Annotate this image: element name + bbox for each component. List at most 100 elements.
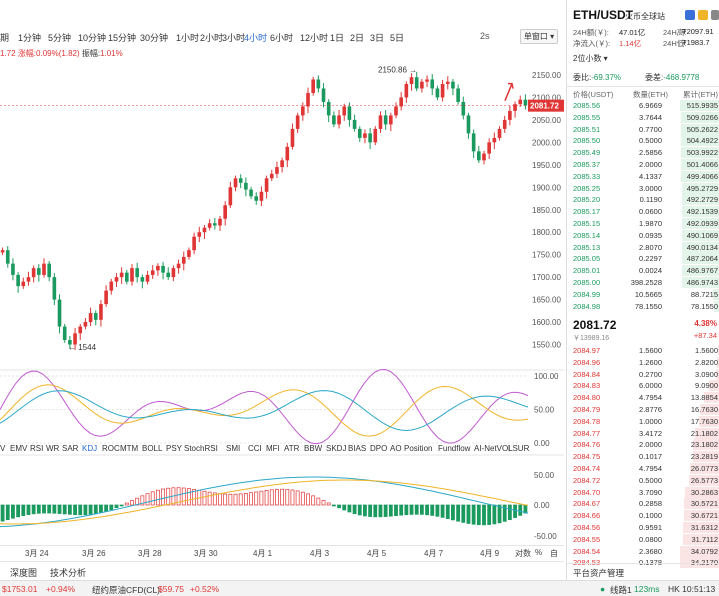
ask-row[interactable]: 2085.56 6.9669 515.9935: [567, 100, 719, 111]
ask-row[interactable]: 2085.51 0.7700 505.2622: [567, 123, 719, 135]
candle-body[interactable]: [125, 272, 129, 282]
candle-body[interactable]: [238, 178, 243, 183]
candle-body[interactable]: [150, 270, 155, 275]
candle-body[interactable]: [5, 250, 10, 264]
tab-depth-chart[interactable]: 深度图: [10, 568, 38, 578]
candle-body[interactable]: [192, 236, 196, 251]
tab-technical-analysis[interactable]: 技术分析: [50, 568, 87, 578]
candle-body[interactable]: [430, 79, 435, 89]
candle-body[interactable]: [140, 277, 145, 282]
timeframe-0[interactable]: 期: [0, 33, 10, 43]
candle-body[interactable]: [275, 167, 279, 174]
candle-body[interactable]: [357, 128, 362, 138]
bid-row[interactable]: 2084.76 2.0000 23.1802: [567, 439, 719, 451]
candle-body[interactable]: [326, 101, 331, 116]
candle-body[interactable]: [497, 128, 502, 138]
candle-body[interactable]: [445, 81, 450, 84]
candle-body[interactable]: [88, 313, 93, 323]
indicator-tab-stochrsi[interactable]: StochRSI: [184, 444, 218, 453]
bid-row[interactable]: 2084.83 6.0000 9.0900: [567, 380, 719, 392]
candle-body[interactable]: [213, 223, 217, 226]
bid-row[interactable]: 2084.74 4.7954 26.0773: [567, 463, 719, 474]
candle-body[interactable]: [26, 277, 31, 282]
candle-body[interactable]: [93, 313, 98, 320]
candle-body[interactable]: [109, 281, 114, 291]
timeframe-4[interactable]: 15分钟: [108, 33, 137, 43]
candle-body[interactable]: [259, 191, 264, 201]
bid-row[interactable]: 2084.75 0.1017 23.2819: [567, 451, 719, 463]
share-icon[interactable]: [685, 10, 695, 20]
candle-body[interactable]: [332, 115, 336, 125]
decimal-mode-select[interactable]: 2位小数 ▾: [573, 54, 608, 63]
ask-row[interactable]: 2085.13 2.8070 490.0134: [567, 241, 719, 253]
indicator-tab-bbw[interactable]: BBW: [304, 444, 323, 453]
ask-row[interactable]: 2085.05 0.2297 487.2064: [567, 253, 719, 265]
candle-body[interactable]: [11, 263, 15, 275]
bid-row[interactable]: 2084.79 2.8776 16.7630: [567, 404, 719, 415]
ask-row[interactable]: 2085.15 1.9870 492.0939: [567, 218, 719, 229]
candle-body[interactable]: [363, 133, 367, 138]
candle-body[interactable]: [477, 151, 481, 161]
bid-row[interactable]: 2084.55 0.0800 31.7112: [567, 533, 719, 545]
candle-body[interactable]: [166, 272, 171, 278]
axis-control-1[interactable]: %: [535, 548, 543, 557]
ask-row[interactable]: 2085.17 0.0600 492.1539: [567, 206, 719, 218]
candle-body[interactable]: [513, 104, 517, 111]
bid-row[interactable]: 2084.54 2.3680 34.0792: [567, 545, 719, 557]
candle-body[interactable]: [57, 299, 62, 327]
ask-row[interactable]: 2085.33 4.1337 499.4066: [567, 170, 719, 182]
indicator-tab-smi[interactable]: SMI: [226, 444, 241, 453]
candle-body[interactable]: [337, 115, 341, 125]
bid-row[interactable]: 2084.80 4.7954 13.8854: [567, 392, 719, 404]
ask-row[interactable]: 2085.00 398.2528 486.9743: [567, 277, 719, 288]
candle-body[interactable]: [16, 274, 20, 287]
indicator-tab-v[interactable]: V: [0, 444, 6, 453]
indicator-tab-mfi[interactable]: MFI: [266, 444, 280, 453]
timeframe-10[interactable]: 6小时: [270, 33, 294, 43]
candle-body[interactable]: [368, 133, 372, 143]
ask-row[interactable]: 2085.20 0.1190 492.2729: [567, 194, 719, 206]
timeframe-8[interactable]: 3小时: [222, 33, 246, 43]
candle-body[interactable]: [119, 272, 124, 278]
window-mode-select[interactable]: 单窗口 ▾: [520, 29, 558, 44]
candle-body[interactable]: [269, 173, 274, 179]
candle-body[interactable]: [451, 81, 455, 89]
candle-body[interactable]: [197, 232, 202, 237]
timeframe-6[interactable]: 1小时: [176, 33, 200, 43]
timeframe-11[interactable]: 12小时: [300, 33, 329, 43]
candle-body[interactable]: [425, 79, 429, 82]
bid-row[interactable]: 2084.72 0.5000 26.5773: [567, 474, 719, 486]
timeframe-14[interactable]: 3日: [370, 33, 385, 43]
candle-body[interactable]: [342, 106, 347, 116]
indicator-tab-position[interactable]: Position: [404, 444, 433, 453]
candle-body[interactable]: [218, 218, 222, 226]
star-icon[interactable]: [698, 10, 708, 20]
timeframe-5[interactable]: 30分钟: [140, 33, 169, 43]
indicator-tab-dpo[interactable]: DPO: [370, 444, 388, 453]
candle-body[interactable]: [114, 277, 119, 282]
candle-body[interactable]: [482, 153, 486, 161]
ask-row[interactable]: 2085.37 2.0000 501.4066: [567, 159, 719, 170]
candle-body[interactable]: [301, 106, 305, 116]
interval-short[interactable]: 2s: [480, 31, 490, 41]
bid-row[interactable]: 2084.67 0.2858 30.5721: [567, 498, 719, 510]
candle-body[interactable]: [492, 137, 497, 143]
candle-body[interactable]: [21, 281, 26, 287]
ask-row[interactable]: 2085.50 0.5000 504.4922: [567, 135, 719, 147]
candle-body[interactable]: [207, 223, 212, 228]
bid-row[interactable]: 2084.70 3.7090 30.2863: [567, 486, 719, 498]
axis-control-0[interactable]: 对数: [515, 549, 531, 558]
candle-body[interactable]: [440, 83, 445, 98]
price-chart-svg[interactable]: 2150.00 2100.00 2050.00 2000.00 1950.00 1900.…: [0, 58, 564, 544]
bid-row[interactable]: 2084.97 1.5600 1.5600: [567, 345, 719, 356]
candle-body[interactable]: [249, 189, 253, 197]
candle-body[interactable]: [352, 119, 357, 129]
candle-body[interactable]: [187, 250, 191, 257]
candle-body[interactable]: [523, 99, 528, 106]
candle-body[interactable]: [0, 250, 5, 253]
ask-row[interactable]: 2085.01 0.0024 486.9767: [567, 265, 719, 277]
menu-icon[interactable]: [711, 10, 719, 20]
indicator-tab-psy[interactable]: PSY: [166, 444, 183, 453]
candle-body[interactable]: [502, 119, 507, 129]
indicator-tab-sar[interactable]: SAR: [62, 444, 79, 453]
